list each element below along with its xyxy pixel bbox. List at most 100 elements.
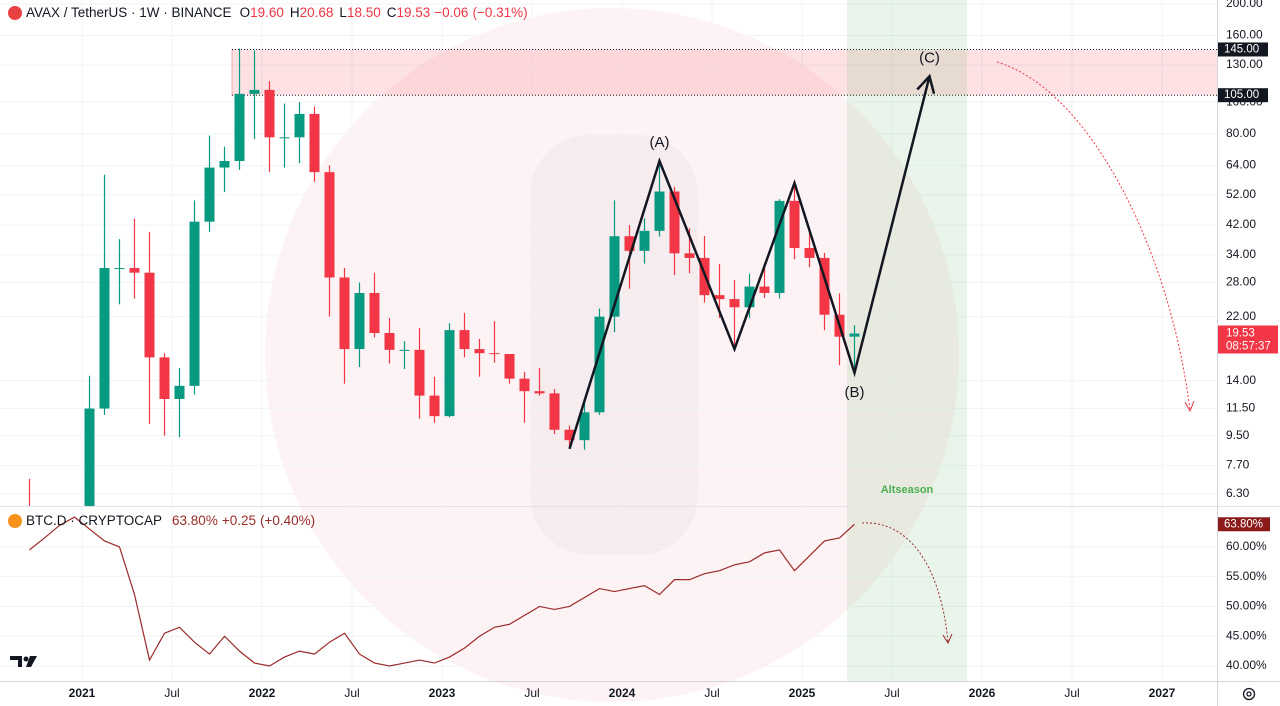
x-tick-label: 2027 — [1149, 686, 1176, 700]
candle-body — [309, 113, 320, 173]
btcd-pane — [29, 516, 855, 667]
candle-body — [519, 378, 530, 392]
logo-part — [10, 656, 22, 667]
ohlc-value: 19.53 — [396, 5, 431, 20]
candle-body — [84, 408, 95, 506]
candle-body — [279, 137, 290, 139]
x-tick-label: 2025 — [789, 686, 816, 700]
candle-body — [219, 160, 230, 168]
candle-body — [579, 412, 590, 441]
symbol-icon — [8, 513, 22, 528]
candle-body — [804, 248, 815, 258]
ohlc-item: O19.60 — [240, 5, 284, 20]
candle-body — [594, 316, 605, 413]
y-tick-label: 64.00 — [1226, 158, 1256, 172]
btcd-change-pct: (+0.40%) — [260, 513, 316, 528]
settings-icon[interactable] — [1242, 687, 1256, 701]
candle-body — [714, 295, 725, 300]
x-tick-label: 2024 — [609, 686, 636, 700]
countdown-label: 08:57:37 — [1226, 341, 1271, 353]
candle-body — [144, 272, 155, 358]
candle-body — [189, 221, 200, 386]
wave-label: (A) — [650, 134, 670, 151]
y-tick-label: 60.00% — [1226, 539, 1267, 553]
tradingview-logo — [10, 656, 37, 667]
candle-body — [339, 277, 350, 350]
candle-body — [639, 230, 650, 251]
change: −0.06 — [434, 5, 469, 20]
logo-part — [23, 656, 29, 662]
ohlc-value: 18.50 — [346, 5, 381, 20]
btcd-legend: BTC.D · CRYPTOCAP 63.80% +0.25 (+0.40%) — [8, 513, 315, 528]
watermark — [265, 8, 959, 702]
candle-body — [684, 253, 695, 258]
projection-arrow — [861, 522, 949, 643]
x-tick-label: Jul — [1064, 686, 1079, 700]
wave: (A) (B) (C) — [568, 49, 940, 450]
y-tick-label: 42.00 — [1226, 217, 1256, 231]
candle-body — [249, 89, 260, 94]
candle-body — [354, 292, 365, 350]
zone-low-label-box — [1218, 88, 1268, 103]
ohlc-key: O — [239, 5, 251, 20]
btcd-value: 63.80% — [172, 513, 218, 528]
candle-body — [549, 393, 560, 430]
change-pct: (−0.31%) — [472, 5, 528, 20]
settings-button[interactable] — [1242, 687, 1256, 701]
x-tick-label: 2023 — [429, 686, 456, 700]
x-tick-label: 2022 — [249, 686, 276, 700]
symbol-icon — [8, 5, 22, 20]
wave-label: (B) — [845, 384, 865, 401]
ohlc-key: H — [289, 5, 300, 20]
wave-label: (C) — [919, 49, 940, 66]
x-tick-label: 2021 — [69, 686, 96, 700]
candle-body — [849, 333, 860, 337]
candle-body — [294, 113, 305, 138]
candle-body — [174, 385, 185, 400]
candle-body — [384, 332, 395, 350]
candle-body — [414, 349, 425, 396]
x-tick-label: Jul — [344, 686, 359, 700]
candle-body — [369, 292, 380, 333]
candle-body — [114, 268, 125, 270]
y-tick-label: 34.00 — [1226, 247, 1256, 261]
y-tick-label: 50.00% — [1226, 599, 1267, 613]
x-tick-label: 2026 — [969, 686, 996, 700]
y-tick-label: 7.70 — [1226, 458, 1250, 472]
settings-icon[interactable] — [1246, 691, 1252, 697]
highlight-zone — [847, 0, 967, 681]
y-tick-label: 200.00 — [1226, 0, 1263, 10]
candle-body — [624, 236, 635, 251]
ohlc-item: H20.68 — [290, 5, 334, 20]
x-tick-label: Jul — [884, 686, 899, 700]
candle-body — [609, 236, 620, 317]
price-legend: AVAX / TetherUS · 1W · BINANCE O19.60 H20… — [8, 5, 528, 20]
watermark-circle — [265, 8, 959, 702]
watermark-coin — [530, 135, 698, 555]
candle-body — [429, 395, 440, 417]
y-tick-label: 45.00% — [1226, 628, 1267, 642]
symbol-title: AVAX / TetherUS · 1W · BINANCE — [26, 5, 232, 20]
y-tick-label: 160.00 — [1226, 28, 1263, 42]
y-tick-label: 52.00 — [1226, 187, 1256, 201]
grid — [0, 0, 1217, 681]
btcd-line — [29, 516, 855, 667]
btcd-value-label: 63.80% — [1224, 518, 1263, 530]
candle-body — [159, 357, 170, 400]
candle-body — [564, 429, 575, 441]
ohlc-item: L18.50 — [339, 5, 380, 20]
y-tick-label: 11.50 — [1226, 401, 1255, 415]
x-tick-label: Jul — [164, 686, 179, 700]
y-tick-label: 22.00 — [1226, 309, 1256, 323]
candle-body — [324, 172, 335, 278]
candle-body — [819, 257, 830, 315]
highlight-label: Altseason — [881, 484, 934, 496]
ohlc-item: C19.53 — [387, 5, 431, 20]
candle-body — [774, 200, 785, 293]
candle-body — [129, 268, 140, 273]
y-tick-label: 40.00% — [1226, 658, 1267, 672]
candle-body — [399, 349, 410, 351]
candle-body — [654, 191, 665, 231]
